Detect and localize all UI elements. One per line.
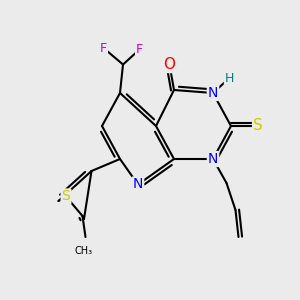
Text: H: H xyxy=(225,71,234,85)
Text: S: S xyxy=(253,118,263,134)
Text: F: F xyxy=(136,43,143,56)
Text: CH₃: CH₃ xyxy=(75,246,93,256)
Text: O: O xyxy=(164,57,175,72)
Text: N: N xyxy=(208,152,218,166)
Text: F: F xyxy=(100,41,107,55)
Text: N: N xyxy=(208,86,218,100)
Text: N: N xyxy=(133,178,143,191)
Text: S: S xyxy=(61,190,70,203)
